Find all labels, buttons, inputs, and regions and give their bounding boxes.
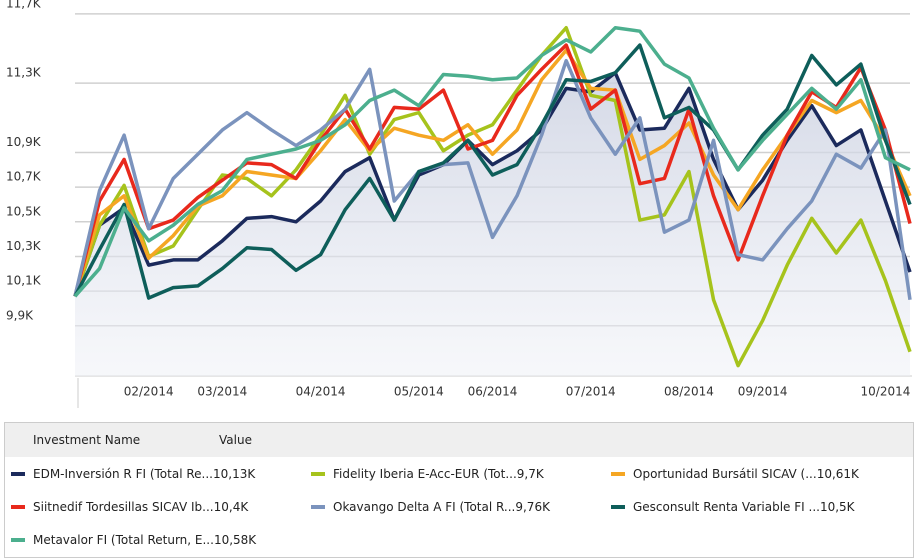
legend-item: EDM-Inversión R FI (Total Re... 10,13K [11,459,255,489]
y-tick-label: 10,9K [6,135,42,149]
legend-swatch [611,472,625,476]
legend-swatch [11,538,25,542]
series-line [73,71,912,297]
x-tick-label: 03/2014 [197,385,247,399]
y-tick-label: 9,9K [6,308,34,322]
legend-value: 10,5K [819,500,855,514]
legend-swatch [11,505,25,509]
chart: 11,7K 11,3K 10,9K 10,7K 10,5K 10,3K 10,1K 9,9K 0… [6,0,912,408]
x-tick-label: 09/2014 [738,385,788,399]
x-tick-label: 04/2014 [296,385,346,399]
series-line [73,58,912,301]
legend-value: 10,4K [213,500,249,514]
legend-swatch [311,505,325,509]
legend-value: 10,61K [816,467,859,481]
legend-value: 10,13K [212,467,256,481]
legend-item: Oportunidad Bursátil SICAV (... 10,61K [611,459,859,489]
series-line [73,43,912,297]
legend-swatch [311,472,325,476]
y-tick-label: 10,5K [6,204,42,218]
legend-header: Investment Name Value [5,423,913,457]
y-tick-label: 11,7K [6,0,42,10]
legend-label: Oportunidad Bursátil SICAV (... [633,467,817,481]
legend-item: Gesconsult Renta Variable FI ... 10,5K [611,492,855,522]
x-tick-label: 06/2014 [468,385,518,399]
y-tick-label: 10,3K [6,239,42,253]
legend-item: Okavango Delta A FI (Total R... 9,76K [311,492,550,522]
legend-value: 9,76K [515,500,550,514]
legend-item: Metavalor FI (Total Return, E... 10,58K [11,525,256,555]
x-tick-label: 10/2014 [861,385,911,399]
legend-value: 10,58K [213,533,257,547]
y-tick-label: 10,7K [6,170,42,184]
x-tick-label: 08/2014 [664,385,714,399]
legend-label: Fidelity Iberia E-Acc-EUR (Tot... [333,467,517,481]
x-tick-label: 07/2014 [566,385,616,399]
legend-label: Okavango Delta A FI (Total R... [333,500,516,514]
legend-label: Metavalor FI (Total Return, E... [33,533,214,547]
legend-table: Investment Name Value EDM-Inversión R FI… [4,422,914,558]
legend-value: 9,7K [516,467,544,481]
legend-label: Gesconsult Renta Variable FI ... [633,500,820,514]
series-line [73,25,911,298]
legend-label: EDM-Inversión R FI (Total Re... [33,467,213,481]
legend-swatch [611,505,625,509]
legend-label: Siitnedif Tordesillas SICAV Ib... [33,500,214,514]
x-tick-label: 02/2014 [124,385,174,399]
series-line [73,48,912,297]
y-tick-label: 10,1K [6,274,42,288]
legend-item: Siitnedif Tordesillas SICAV Ib... 10,4K [11,492,248,522]
legend-swatch [11,472,25,476]
series-line [73,43,912,300]
header-value: Value [219,433,252,447]
header-name: Investment Name [33,433,141,447]
x-tick-label: 05/2014 [394,385,444,399]
y-tick-label: 11,3K [6,66,42,80]
legend-item: Fidelity Iberia E-Acc-EUR (Tot... 9,7K [311,459,544,489]
